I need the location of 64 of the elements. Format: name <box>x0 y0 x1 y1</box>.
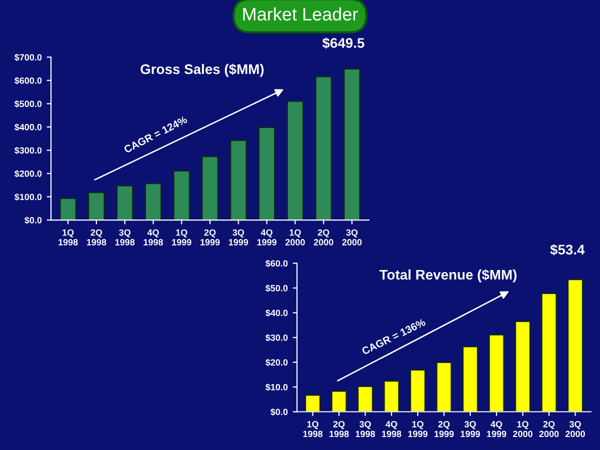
x-tick-label: 3Q 1999 <box>228 229 248 246</box>
bar <box>258 126 276 220</box>
y-tick-label: $0.0 <box>24 216 42 224</box>
y-tick-label: $0.0 <box>270 408 288 416</box>
x-tick-label: 3Q 2000 <box>342 229 362 246</box>
x-tick-label: 2Q 1999 <box>200 229 220 246</box>
bar <box>230 140 247 220</box>
x-tick-label: 4Q 1998 <box>144 229 163 246</box>
x-tick-label: 2Q 1999 <box>434 421 454 438</box>
x-tick-label: 4Q 1999 <box>487 421 506 438</box>
x-tick-label: 2Q 2000 <box>539 421 559 438</box>
bar <box>357 386 374 412</box>
y-tick-label: $100.0 <box>14 193 42 201</box>
x-tick-label: 3Q 1998 <box>115 229 135 246</box>
x-tick-label: 3Q 1998 <box>356 421 376 438</box>
bar <box>331 390 347 412</box>
bar <box>514 320 531 412</box>
y-tick-label: $700.0 <box>14 54 42 62</box>
x-tick-label: 3Q 2000 <box>566 421 585 438</box>
x-tick-label: 1Q 2000 <box>285 229 305 246</box>
text: $649.5 <box>322 37 364 49</box>
x-tick-label: 2Q 2000 <box>314 229 334 246</box>
x-tick-label: 2Q 1998 <box>330 421 349 438</box>
bar <box>286 100 304 220</box>
x-tick-label: 1Q 1999 <box>172 229 192 246</box>
y-tick-label: $50.0 <box>266 284 288 292</box>
y-tick-label: $60.0 <box>266 260 288 268</box>
bar <box>88 192 105 220</box>
x-tick-label: 3Q 1999 <box>460 421 480 438</box>
x-tick-label: 1Q 1999 <box>408 421 428 438</box>
bar <box>173 170 190 220</box>
bar <box>60 198 76 220</box>
x-tick-label: 1Q 1998 <box>58 229 78 246</box>
y-tick-label: $40.0 <box>266 309 288 317</box>
y-tick-label: $400.0 <box>14 124 42 131</box>
bar <box>116 185 134 220</box>
bar <box>462 346 478 412</box>
bar <box>567 279 584 412</box>
bar <box>144 182 162 220</box>
bar <box>202 156 218 220</box>
bar <box>304 394 321 412</box>
bar <box>541 292 557 412</box>
y-tick-label: $20.0 <box>266 358 288 366</box>
bar <box>315 76 332 220</box>
y-tick-label: $30.0 <box>266 334 288 342</box>
x-tick-label: 4Q 1999 <box>257 229 276 246</box>
bar <box>384 380 400 412</box>
y-tick-label: $500.0 <box>14 100 42 108</box>
y-tick-label: $10.0 <box>266 384 288 391</box>
bar <box>488 334 504 412</box>
bar <box>344 68 360 220</box>
y-tick-label: $600.0 <box>14 76 42 84</box>
x-tick-label: 2Q 1998 <box>86 229 106 246</box>
text: Market Leader <box>243 7 358 21</box>
x-tick-label: 1Q 1998 <box>303 421 323 438</box>
text: $53.4 <box>550 244 585 256</box>
chart-title: Total Revenue ($MM) <box>379 269 517 282</box>
bar <box>410 369 426 412</box>
y-tick-label: $200.0 <box>14 170 42 178</box>
x-tick-label: 4Q 1998 <box>382 421 402 438</box>
chart-title: Gross Sales ($MM) <box>140 64 264 77</box>
bar <box>436 362 452 412</box>
y-tick-label: $300.0 <box>14 146 42 154</box>
x-tick-label: 1Q 2000 <box>513 421 532 438</box>
